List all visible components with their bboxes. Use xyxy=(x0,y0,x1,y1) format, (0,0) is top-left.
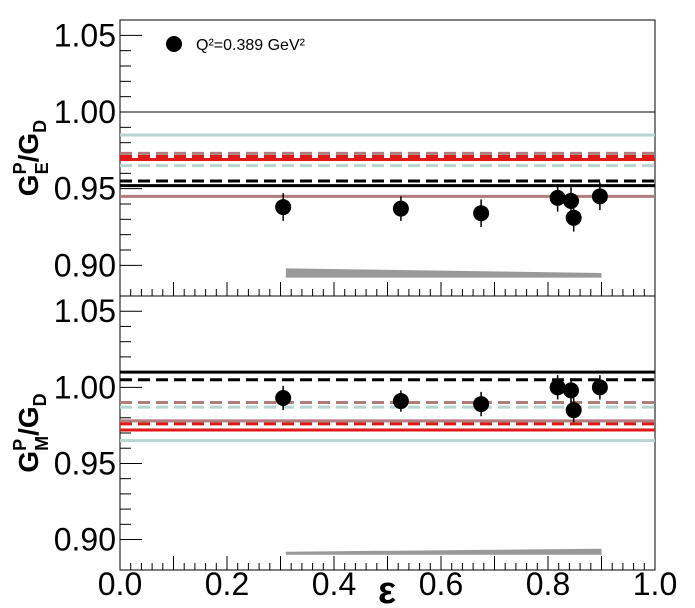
legend-label: Q²=0.389 GeV² xyxy=(196,37,306,54)
x-tick-label: 0.8 xyxy=(526,566,570,602)
y-axis-title-base: G xyxy=(13,451,44,473)
y-axis-title-sup: P xyxy=(10,439,30,451)
data-point xyxy=(392,393,409,410)
plot-frame xyxy=(119,295,656,571)
panel-top: 0.90 0.95 1.00 1.05 GP E/GD xyxy=(10,17,656,297)
x-axis-title: ε xyxy=(378,570,396,608)
y-tick-label: 1.05 xyxy=(54,293,116,329)
data-point xyxy=(563,192,580,209)
data-point xyxy=(549,189,566,206)
x-tick-label: 0.2 xyxy=(205,566,249,602)
y-tick-label: 1.00 xyxy=(54,369,116,405)
panel-bottom: 0.90 0.95 1.00 1.05 GP M/GD xyxy=(10,293,656,571)
data-point xyxy=(565,209,582,226)
y-tick-label: 1.00 xyxy=(54,94,116,130)
y-tick-label: 1.05 xyxy=(54,17,116,53)
y-axis-title-sup: P xyxy=(10,162,30,174)
data-point xyxy=(591,379,608,396)
systematic-band xyxy=(285,268,602,278)
systematic-band xyxy=(285,548,602,555)
y-axis-title-sub: E xyxy=(32,162,52,174)
y-axis-title-denominator: /G xyxy=(13,133,44,163)
y-tick-label: 0.90 xyxy=(54,522,116,558)
data-point xyxy=(473,205,490,222)
y-tick-label: 0.90 xyxy=(54,247,116,283)
y-tick-label: 0.95 xyxy=(54,445,116,481)
y-axis-title-denominator: /G xyxy=(13,406,44,436)
data-point xyxy=(275,199,292,216)
x-tick-label: 0.4 xyxy=(312,566,356,602)
data-point xyxy=(275,389,292,406)
data-point xyxy=(565,402,582,419)
y-axis-title-sub: M xyxy=(32,436,52,451)
x-axis-ticks: 0.0 0.2 0.4 0.6 0.8 1.0 xyxy=(98,566,677,602)
data-point xyxy=(392,200,409,217)
y-axis-title: GP M/GD xyxy=(10,393,52,472)
y-axis-title-den-sub: D xyxy=(30,393,50,406)
x-tick-label: 0.6 xyxy=(419,566,463,602)
x-tick-label: 1.0 xyxy=(633,566,677,602)
y-axis-title-den-sub: D xyxy=(30,120,50,133)
data-point xyxy=(473,396,490,413)
y-axis-title: GP E/GD xyxy=(10,120,52,196)
x-tick-label: 0.0 xyxy=(98,566,142,602)
data-point xyxy=(549,379,566,396)
legend: Q²=0.389 GeV² xyxy=(166,36,306,54)
plot-frame xyxy=(119,19,656,297)
legend-marker xyxy=(166,36,182,52)
y-axis-title-base: G xyxy=(13,174,44,196)
data-point xyxy=(563,382,580,399)
y-tick-label: 0.95 xyxy=(54,171,116,207)
data-point xyxy=(591,188,608,205)
